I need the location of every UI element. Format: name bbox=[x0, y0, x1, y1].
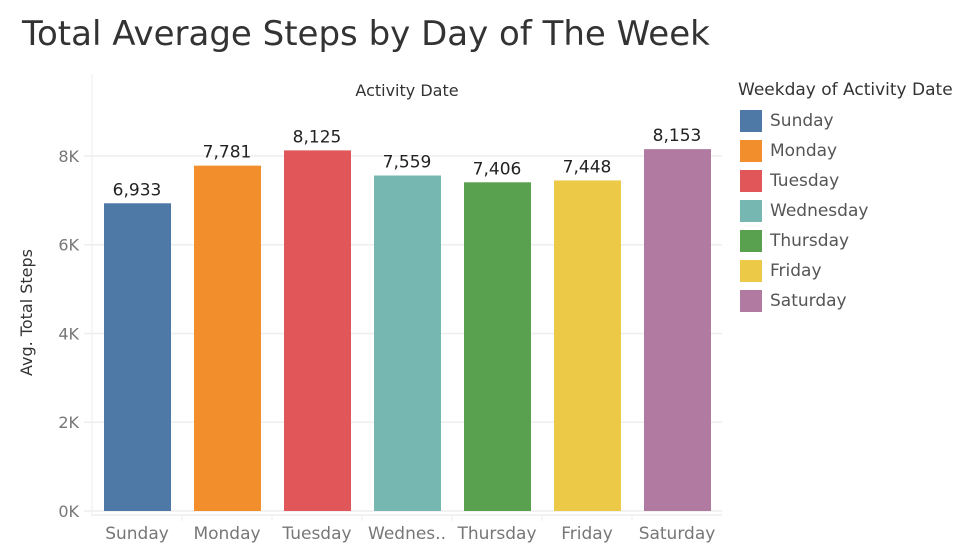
data-label: 7,559 bbox=[383, 153, 432, 173]
y-tick-label: 8K bbox=[58, 147, 79, 166]
legend-item-saturday[interactable]: Saturday bbox=[740, 286, 868, 316]
legend-swatch bbox=[740, 110, 762, 132]
legend-label: Monday bbox=[770, 141, 838, 161]
legend-label: Saturday bbox=[770, 291, 847, 311]
bar-thursday bbox=[464, 182, 531, 511]
y-tick-label: 0K bbox=[58, 502, 79, 521]
legend-swatch bbox=[740, 200, 762, 222]
x-tick-label: Wednes.. bbox=[368, 524, 446, 544]
bar-sunday bbox=[104, 203, 171, 512]
legend-swatch bbox=[740, 290, 762, 312]
legend-label: Wednesday bbox=[770, 201, 869, 221]
legend-item-sunday[interactable]: Sunday bbox=[740, 106, 868, 136]
legend-label: Thursday bbox=[770, 231, 850, 251]
legend-item-friday[interactable]: Friday bbox=[740, 256, 868, 286]
legend-swatch bbox=[740, 260, 762, 282]
legend-label: Friday bbox=[770, 261, 822, 281]
legend-swatch bbox=[740, 230, 762, 252]
chart-title: Total Average Steps by Day of The Week bbox=[22, 14, 710, 54]
y-tick-label: 2K bbox=[58, 413, 79, 432]
bar-saturday bbox=[644, 149, 711, 512]
y-axis-title: Avg. Total Steps bbox=[17, 249, 36, 376]
data-label: 7,406 bbox=[473, 159, 522, 179]
x-tick-label: Thursday bbox=[456, 524, 536, 544]
y-tick-label: 4K bbox=[58, 324, 79, 343]
legend-item-thursday[interactable]: Thursday bbox=[740, 226, 868, 256]
data-label: 8,125 bbox=[293, 127, 342, 147]
legend-swatch bbox=[740, 140, 762, 162]
legend-label: Sunday bbox=[770, 111, 834, 131]
legend-item-tuesday[interactable]: Tuesday bbox=[740, 166, 868, 196]
legend-title: Weekday of Activity Date bbox=[738, 80, 953, 100]
bar-wednesday bbox=[374, 175, 441, 512]
y-tick-label: 6K bbox=[58, 236, 79, 255]
x-tick-label: Saturday bbox=[639, 524, 716, 544]
bar-friday bbox=[554, 180, 621, 511]
data-label: 8,153 bbox=[653, 126, 702, 146]
x-tick-label: Friday bbox=[561, 524, 613, 544]
legend-item-wednesday[interactable]: Wednesday bbox=[740, 196, 868, 226]
x-tick-label: Tuesday bbox=[281, 524, 351, 544]
x-tick-label: Monday bbox=[193, 524, 260, 544]
bar-monday bbox=[194, 165, 261, 512]
data-label: 7,448 bbox=[563, 157, 612, 177]
legend: Sunday Monday Tuesday Wednesday Thursday Frid… bbox=[740, 106, 868, 316]
legend-label: Tuesday bbox=[770, 171, 840, 191]
x-axis-title: Activity Date bbox=[355, 81, 458, 100]
legend-item-monday[interactable]: Monday bbox=[740, 136, 868, 166]
data-label: 7,781 bbox=[203, 143, 252, 163]
data-label: 6,933 bbox=[113, 180, 162, 200]
x-tick-label: Sunday bbox=[105, 524, 169, 544]
bar-tuesday bbox=[284, 150, 351, 511]
legend-swatch bbox=[740, 170, 762, 192]
